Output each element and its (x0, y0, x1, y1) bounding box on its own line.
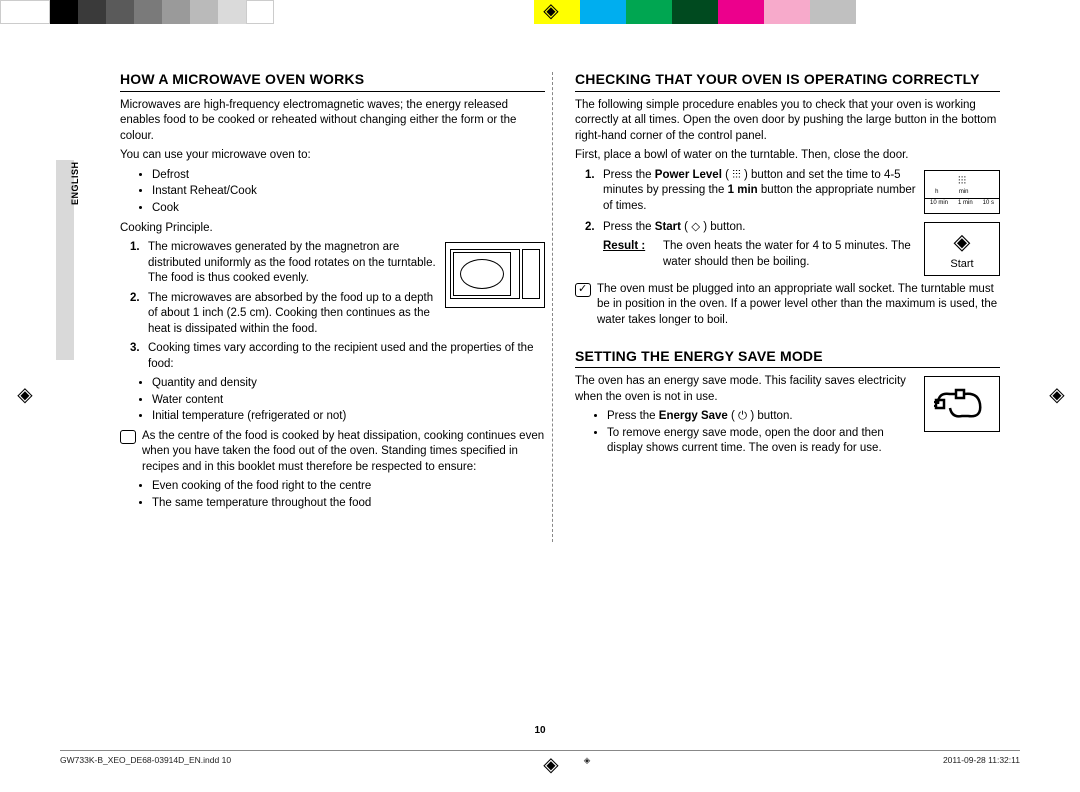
step-text: Press the Power Level ( ⫶⫶⫶ ) button and… (603, 168, 916, 215)
step-number: 2. (130, 291, 148, 338)
val-10s: 10 s (983, 200, 994, 207)
footer-mark: ◈ (584, 755, 591, 766)
step-number: 1. (130, 240, 148, 287)
check-step-row: 2. Press the Start ( ◇ ) button. (585, 220, 916, 236)
page-number: 10 (0, 725, 1080, 736)
step-text: The microwaves are absorbed by the food … (148, 291, 437, 338)
microwave-illustration (445, 242, 545, 308)
prop-item: Water content (152, 393, 545, 409)
result-text: The oven heats the water for 4 to 5 minu… (663, 239, 916, 270)
principle-label: Cooking Principle. (120, 221, 545, 237)
footer-file: GW733K-B_XEO_DE68-03914D_EN.indd 10 (60, 755, 231, 766)
col-h: h (935, 189, 938, 196)
registration-mark: ◈ (1046, 384, 1068, 406)
step-number: 3. (130, 341, 148, 372)
step-row: 1. The microwaves generated by the magne… (130, 240, 437, 287)
footer-timestamp: 2011-09-28 11:32:11 (943, 755, 1020, 766)
props-list: Quantity and density Water content Initi… (152, 376, 545, 425)
use-item: Instant Reheat/Cook (152, 184, 545, 200)
note-icon (120, 430, 136, 444)
uses-list: Defrost Instant Reheat/Cook Cook (152, 168, 545, 217)
check-step-row: 1. Press the Power Level ( ⫶⫶⫶ ) button … (585, 168, 916, 215)
left-column: HOW A MICROWAVE OVEN WORKS Microwaves ar… (120, 70, 545, 515)
step-text: Cooking times vary according to the reci… (148, 341, 545, 372)
result-label: Result : (603, 239, 663, 270)
val-10min: 10 min (930, 200, 948, 207)
right-column: CHECKING THAT YOUR OVEN IS OPERATING COR… (575, 70, 1000, 515)
use-line: You can use your microwave oven to: (120, 148, 545, 164)
use-item: Cook (152, 201, 545, 217)
plug-icon (934, 384, 990, 424)
intro-text: Microwaves are high-frequency electromag… (120, 98, 545, 145)
step-row: 2. The microwaves are absorbed by the fo… (130, 291, 437, 338)
prop-item: Quantity and density (152, 376, 545, 392)
check-p1: The following simple procedure enables y… (575, 98, 1000, 145)
power-level-panel: ⫶⫶⫶ h min 10 min 1 min 10 s (924, 170, 1000, 214)
col-min: min (959, 189, 969, 196)
check-note-row: The oven must be plugged into an appropr… (575, 282, 1000, 329)
page-content: HOW A MICROWAVE OVEN WORKS Microwaves ar… (120, 70, 1000, 515)
step-text: The microwaves generated by the magnetro… (148, 240, 437, 287)
step-number: 1. (585, 168, 603, 215)
language-label: ENGLISH (70, 161, 80, 205)
check-note-text: The oven must be plugged into an appropr… (597, 282, 1000, 329)
step-text: Press the Start ( ◇ ) button. (603, 220, 916, 236)
check-icon (575, 283, 591, 297)
start-label: Start (950, 258, 973, 270)
start-button-illus: ◈ Start (924, 222, 1000, 276)
ensure-item: The same temperature throughout the food (152, 496, 545, 512)
left-heading: HOW A MICROWAVE OVEN WORKS (120, 70, 545, 92)
registration-mark: ◈ (14, 384, 36, 406)
right-heading-1: CHECKING THAT YOUR OVEN IS OPERATING COR… (575, 70, 1000, 92)
registration-mark: ◈ (540, 0, 562, 22)
val-1min: 1 min (958, 200, 973, 207)
step-number: 2. (585, 220, 603, 236)
plug-illustration (924, 376, 1000, 432)
step-row: 3. Cooking times vary according to the r… (130, 341, 545, 372)
check-p2: First, place a bowl of water on the turn… (575, 148, 1000, 164)
right-heading-2: SETTING THE ENERGY SAVE MODE (575, 347, 1000, 369)
start-icon: ◈ (925, 227, 999, 257)
result-row: Result : The oven heats the water for 4 … (603, 239, 916, 270)
power-icon: ⫶⫶⫶ (925, 175, 999, 187)
prop-item: Initial temperature (refrigerated or not… (152, 409, 545, 425)
note-row: As the centre of the food is cooked by h… (120, 429, 545, 476)
ensure-item: Even cooking of the food right to the ce… (152, 479, 545, 495)
registration-mark: ◈ (540, 754, 562, 776)
note-text: As the centre of the food is cooked by h… (142, 429, 545, 476)
use-item: Defrost (152, 168, 545, 184)
ensure-list: Even cooking of the food right to the ce… (152, 479, 545, 511)
